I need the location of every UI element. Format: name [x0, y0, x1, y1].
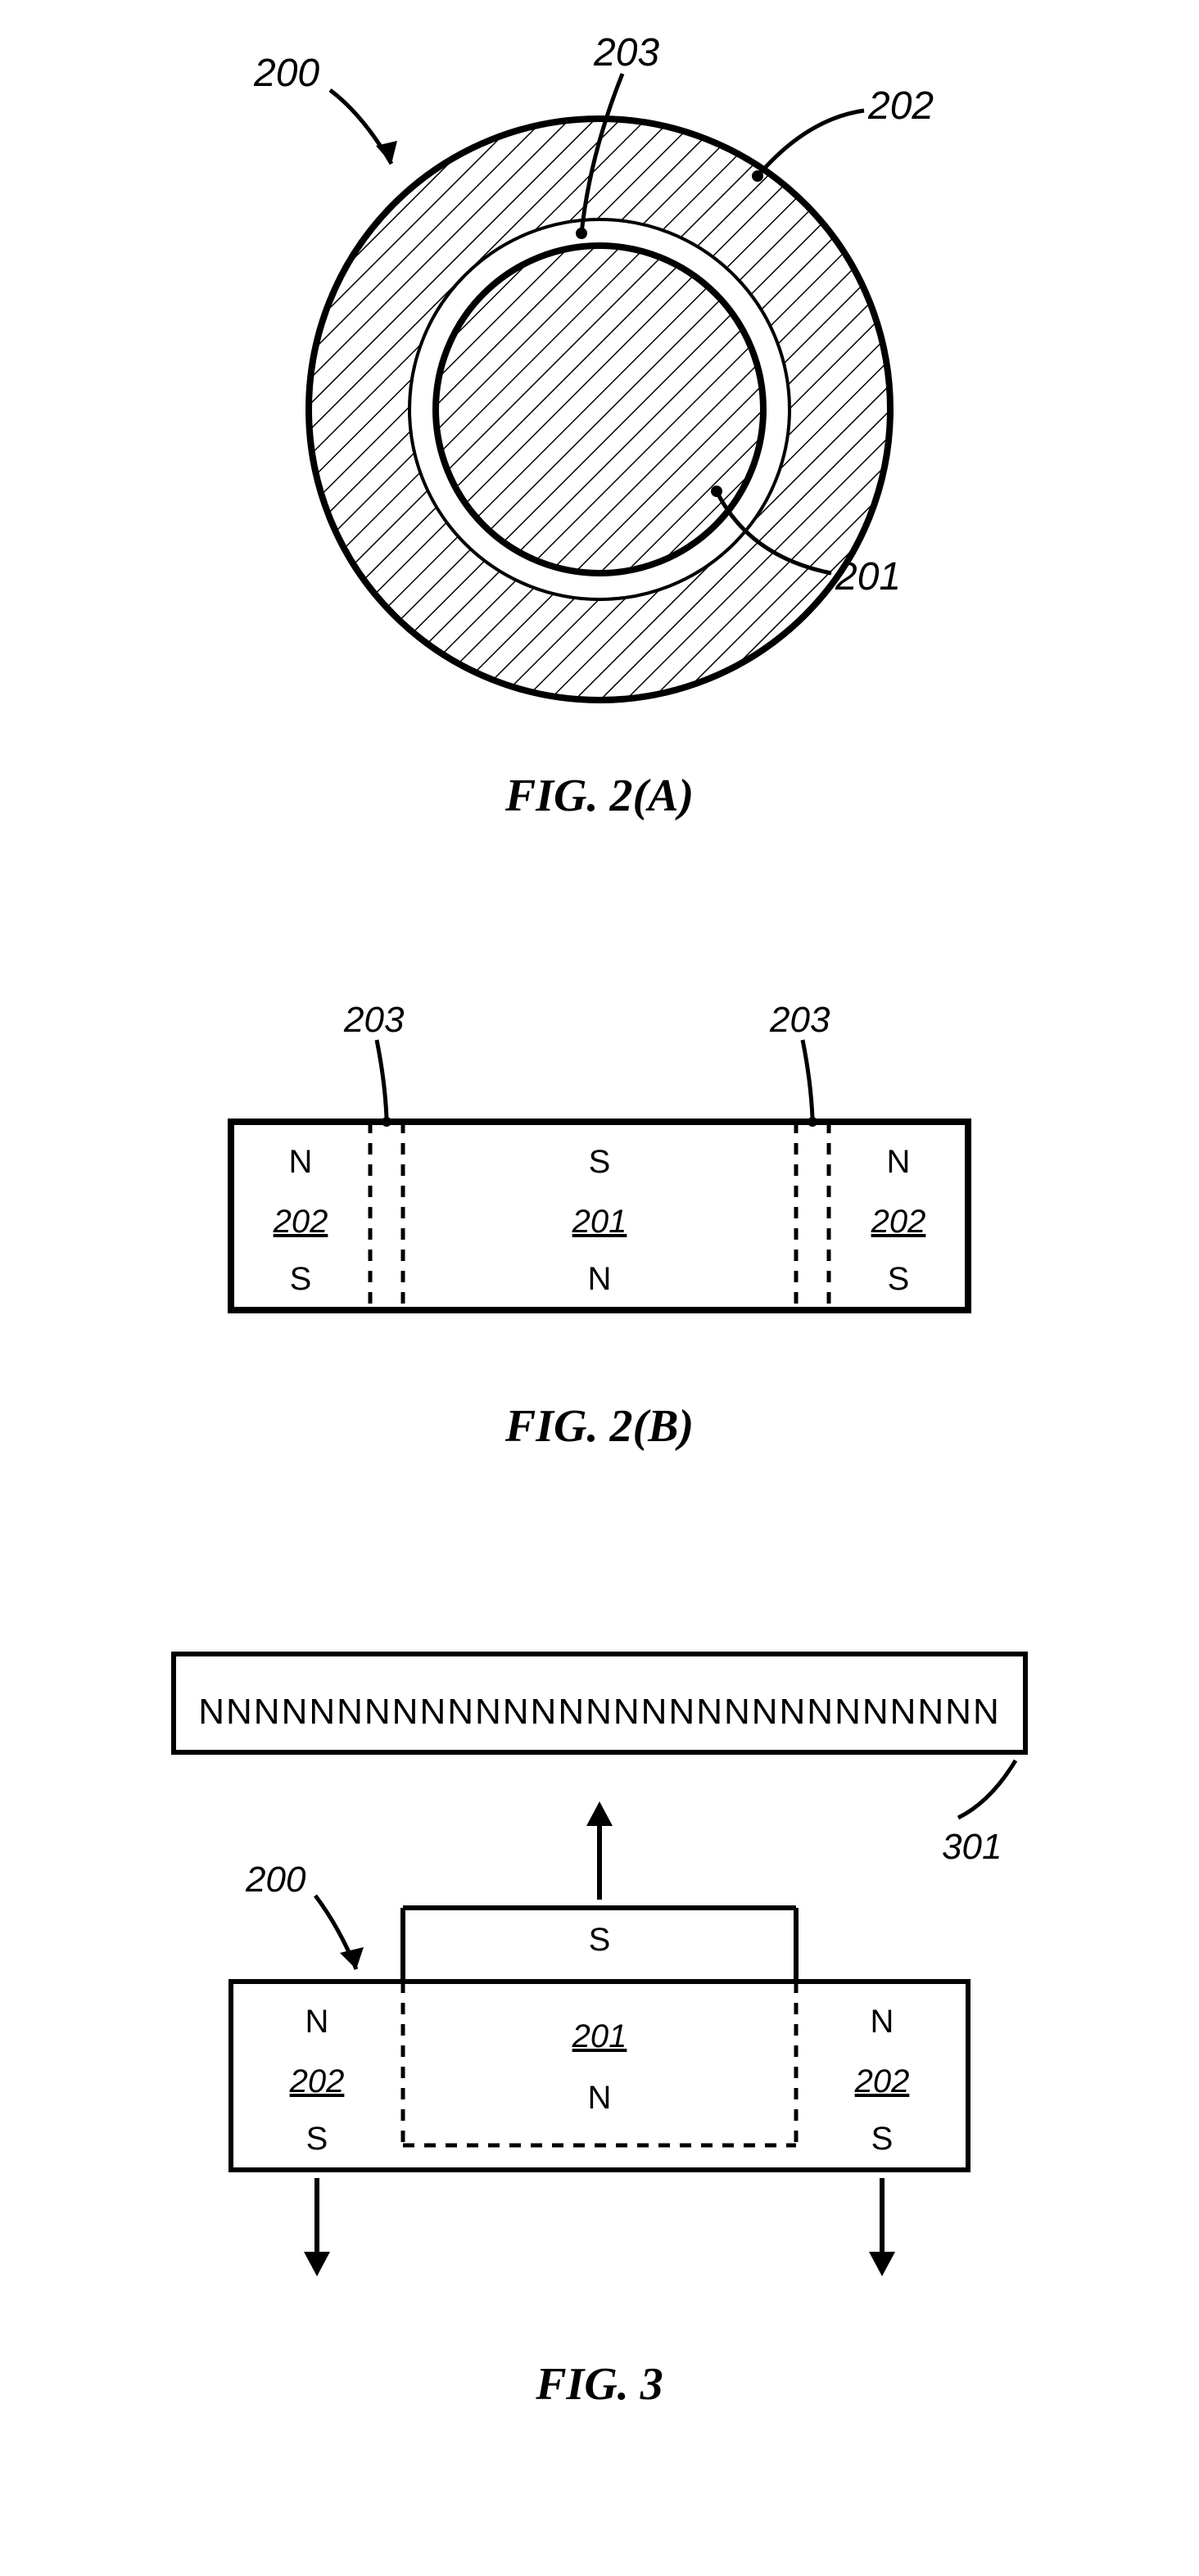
l-top: N: [289, 1144, 313, 1180]
arrow-200-fig3: [340, 1947, 364, 1969]
l-bot: S: [290, 1261, 312, 1297]
dot-2b-l: [382, 1117, 391, 1127]
l-mid: 202: [273, 1204, 328, 1240]
fig3-caption: FIG. 3: [535, 2359, 663, 2410]
dot-203: [576, 228, 587, 239]
dot-202: [752, 170, 763, 182]
dot-2b-r: [808, 1117, 817, 1127]
r-mid: 202: [871, 1204, 926, 1240]
label-200: 200: [253, 52, 319, 95]
r-bot: S: [888, 1261, 910, 1297]
r-top: N: [887, 1144, 911, 1180]
arrow-dl-head: [304, 2252, 330, 2276]
label-203: 203: [593, 31, 659, 75]
leader-202: [758, 111, 864, 176]
c-mid: 201: [572, 1204, 627, 1240]
arrow-up-head: [586, 1801, 613, 1826]
f3-c-mid: 201: [572, 2018, 627, 2054]
leader-301: [958, 1760, 1016, 1818]
f3-r-mid: 202: [854, 2063, 910, 2099]
fig2b-203-right: 203: [769, 1000, 830, 1040]
c-bot: N: [588, 1261, 612, 1297]
fig2a-svg: 200 203 202 201 FIG. 2(A): [0, 0, 1199, 868]
label-201: 201: [835, 555, 901, 599]
label-202: 202: [867, 84, 934, 128]
f3-c-bot: N: [588, 2080, 612, 2116]
fig2a-caption: FIG. 2(A): [504, 771, 694, 821]
f3-r-top: N: [871, 2004, 894, 2040]
f3-l-bot: S: [306, 2121, 328, 2157]
label-301: 301: [942, 1827, 1002, 1867]
leader-2b-r: [803, 1040, 812, 1118]
plate-text: NNNNNNNNNNNNNNNNNNNNNNNNNNNNN: [198, 1692, 1001, 1732]
f3-l-top: N: [305, 2004, 329, 2040]
fig2b-caption: FIG. 2(B): [504, 1401, 694, 1452]
f3-c-top: S: [589, 1922, 611, 1958]
arrow-dr-head: [869, 2252, 895, 2276]
label-200-fig3: 200: [245, 1860, 306, 1900]
fig3-svg: NNNNNNNNNNNNNNNNNNNNNNNNNNNNN 301 200 N …: [0, 1589, 1199, 2489]
fig2b-svg: N 202 S S 201 N N 202 S 203 203 FIG. 2(B…: [0, 950, 1199, 1539]
leader-2b-l: [377, 1040, 387, 1118]
f3-r-bot: S: [871, 2121, 894, 2157]
c-top: S: [589, 1144, 611, 1180]
dot-201: [711, 486, 722, 497]
f3-l-mid: 202: [289, 2063, 345, 2099]
fig2b-203-left: 203: [343, 1000, 405, 1040]
